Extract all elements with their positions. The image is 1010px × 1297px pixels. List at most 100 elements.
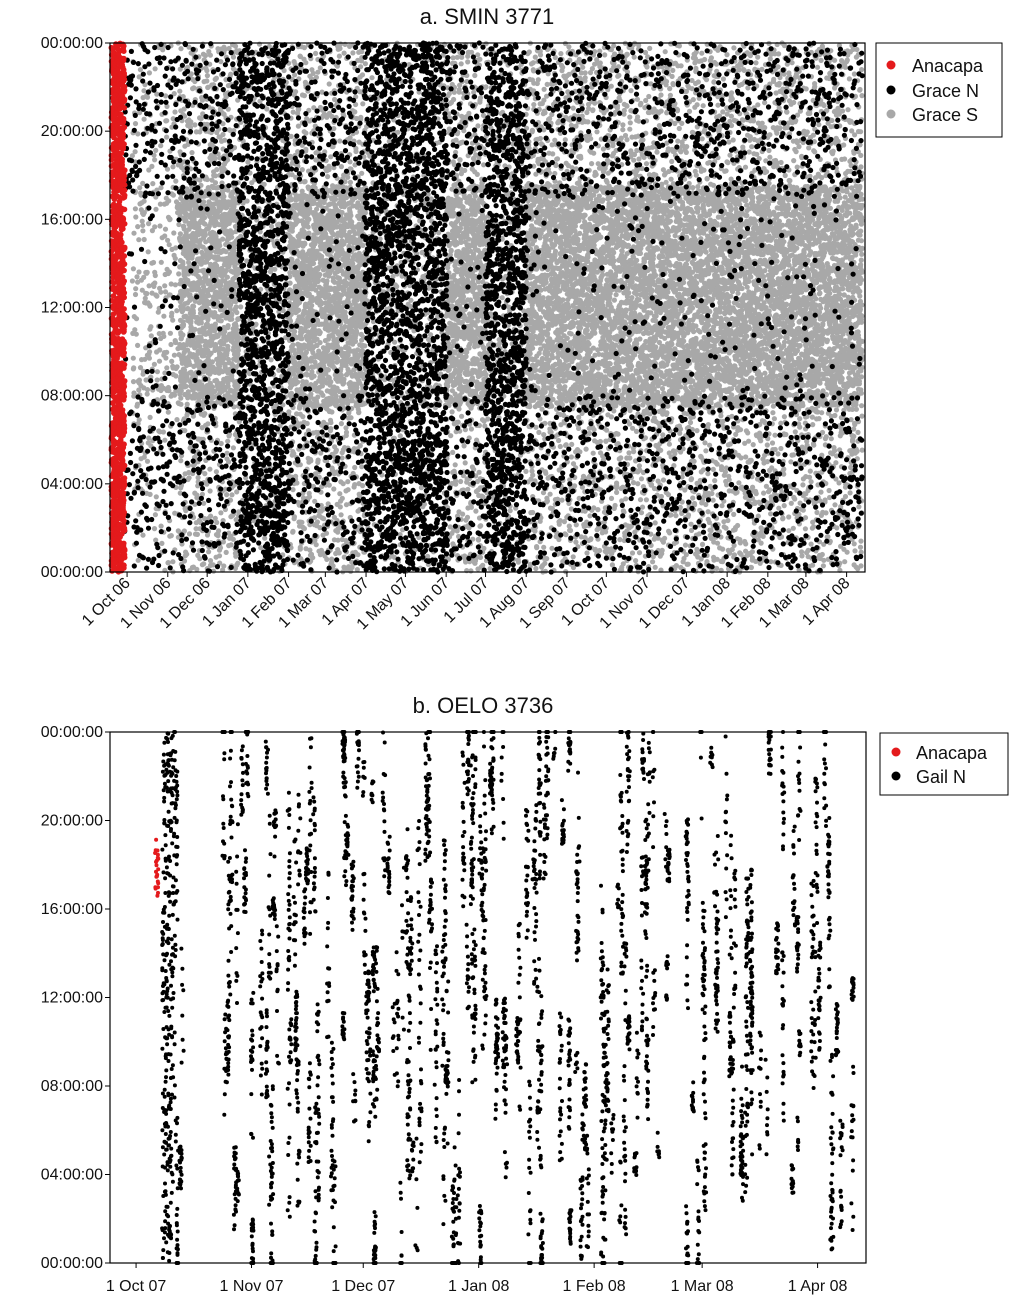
data-point-grace-s — [312, 360, 317, 365]
data-point-grace-s — [304, 379, 309, 384]
data-point-grace-s — [206, 293, 211, 298]
data-point-grace-s — [196, 475, 201, 480]
data-point-grace-s — [329, 409, 334, 414]
data-point-grace-s — [340, 210, 345, 215]
data-point-grace-s — [326, 367, 331, 372]
data-point-grace-s — [299, 520, 304, 525]
data-point-grace-s — [318, 65, 323, 70]
data-point-grace-s — [136, 269, 141, 274]
data-point-grace-s — [314, 75, 319, 80]
data-point-grace-s — [184, 552, 189, 557]
data-point-grace-s — [131, 231, 136, 236]
data-point-grace-s — [359, 49, 364, 54]
data-point-grace-s — [147, 356, 152, 361]
data-point-grace-s — [225, 275, 230, 280]
data-point-grace-s — [166, 560, 171, 565]
data-point-grace-s — [358, 115, 363, 120]
data-point-grace-s — [132, 327, 137, 332]
data-point-grace-s — [144, 291, 149, 296]
data-point-grace-s — [300, 414, 305, 419]
data-point-grace-s — [231, 445, 236, 450]
data-point-grace-s — [173, 373, 178, 378]
data-point-grace-s — [359, 171, 364, 176]
data-point-grace-s — [362, 343, 367, 348]
data-point-grace-s — [228, 72, 233, 77]
data-point-grace-s — [153, 148, 158, 153]
data-point-grace-s — [166, 410, 171, 415]
data-point-grace-s — [131, 266, 136, 271]
data-point-grace-s — [142, 199, 147, 204]
data-point-grace-s — [158, 185, 163, 190]
data-point-grace-s — [314, 207, 319, 212]
data-point-grace-s — [164, 135, 169, 140]
data-point-grace-s — [167, 242, 172, 247]
data-point-grace-s — [352, 109, 357, 114]
data-point-grace-s — [168, 342, 173, 347]
data-point-grace-s — [208, 53, 213, 58]
data-point-grace-s — [331, 126, 336, 131]
data-point-grace-s — [160, 47, 165, 52]
data-point-grace-s — [154, 294, 159, 299]
data-point-grace-s — [136, 237, 141, 242]
data-point-grace-s — [220, 237, 225, 242]
data-point-grace-s — [328, 154, 333, 159]
data-point-grace-s — [229, 317, 234, 322]
data-point-grace-s — [345, 175, 350, 180]
data-point-grace-s — [326, 164, 331, 169]
data-point-grace-s — [133, 121, 138, 126]
data-point-grace-s — [138, 67, 143, 72]
data-point-grace-s — [295, 380, 300, 385]
data-point-grace-s — [131, 356, 136, 361]
data-point-grace-s — [173, 179, 178, 184]
data-point-grace-s — [181, 224, 186, 229]
data-point-grace-s — [317, 272, 322, 277]
data-point-grace-s — [194, 567, 199, 572]
data-point-grace-s — [140, 228, 145, 233]
data-point-grace-s — [147, 70, 152, 75]
data-point-grace-s — [182, 428, 187, 433]
data-point-grace-s — [159, 524, 164, 529]
data-point-grace-s — [154, 494, 159, 499]
data-point-grace-s — [214, 520, 219, 525]
data-point-grace-s — [341, 481, 346, 486]
data-point-grace-s — [302, 241, 307, 246]
data-point-grace-s — [314, 542, 319, 547]
chart-a: a. SMIN 3771 00:00:0004:00:0008:00:0012:… — [41, 4, 1002, 633]
data-point-grace-s — [238, 304, 243, 309]
data-point-grace-s — [191, 85, 196, 90]
data-point-grace-s — [331, 486, 336, 491]
data-point-grace-s — [205, 532, 210, 537]
data-point-grace-s — [359, 464, 364, 469]
data-point-grace-s — [318, 340, 323, 345]
data-point-grace-s — [226, 323, 231, 328]
data-point-grace-s — [369, 75, 374, 80]
data-point-grace-s — [201, 199, 206, 204]
data-point-grace-s — [350, 50, 355, 55]
data-point-grace-s — [190, 304, 195, 309]
data-point-grace-s — [226, 347, 231, 352]
data-point-grace-s — [202, 215, 207, 220]
data-point-grace-s — [290, 342, 295, 347]
data-point-grace-s — [161, 314, 166, 319]
data-point-grace-s — [352, 482, 357, 487]
data-point-grace-s — [153, 512, 158, 517]
data-point-grace-s — [153, 273, 158, 278]
data-point-grace-s — [208, 488, 213, 493]
data-point-grace-s — [181, 323, 186, 328]
data-point-grace-s — [312, 374, 317, 379]
data-point-grace-s — [290, 449, 295, 454]
data-point-grace-s — [327, 81, 332, 86]
data-point-grace-s — [315, 394, 320, 399]
data-point-grace-s — [235, 561, 240, 566]
chart-a-title: a. SMIN 3771 — [420, 4, 555, 29]
data-point-grace-s — [292, 329, 297, 334]
data-point-grace-s — [135, 402, 140, 407]
data-point-grace-s — [131, 379, 136, 384]
data-point-grace-s — [172, 109, 177, 114]
data-point-grace-s — [159, 260, 164, 265]
data-point-grace-s — [338, 504, 343, 509]
data-point-grace-s — [293, 89, 298, 94]
data-point-grace-s — [337, 46, 342, 51]
data-point-grace-s — [189, 150, 194, 155]
data-point-grace-s — [226, 357, 231, 362]
